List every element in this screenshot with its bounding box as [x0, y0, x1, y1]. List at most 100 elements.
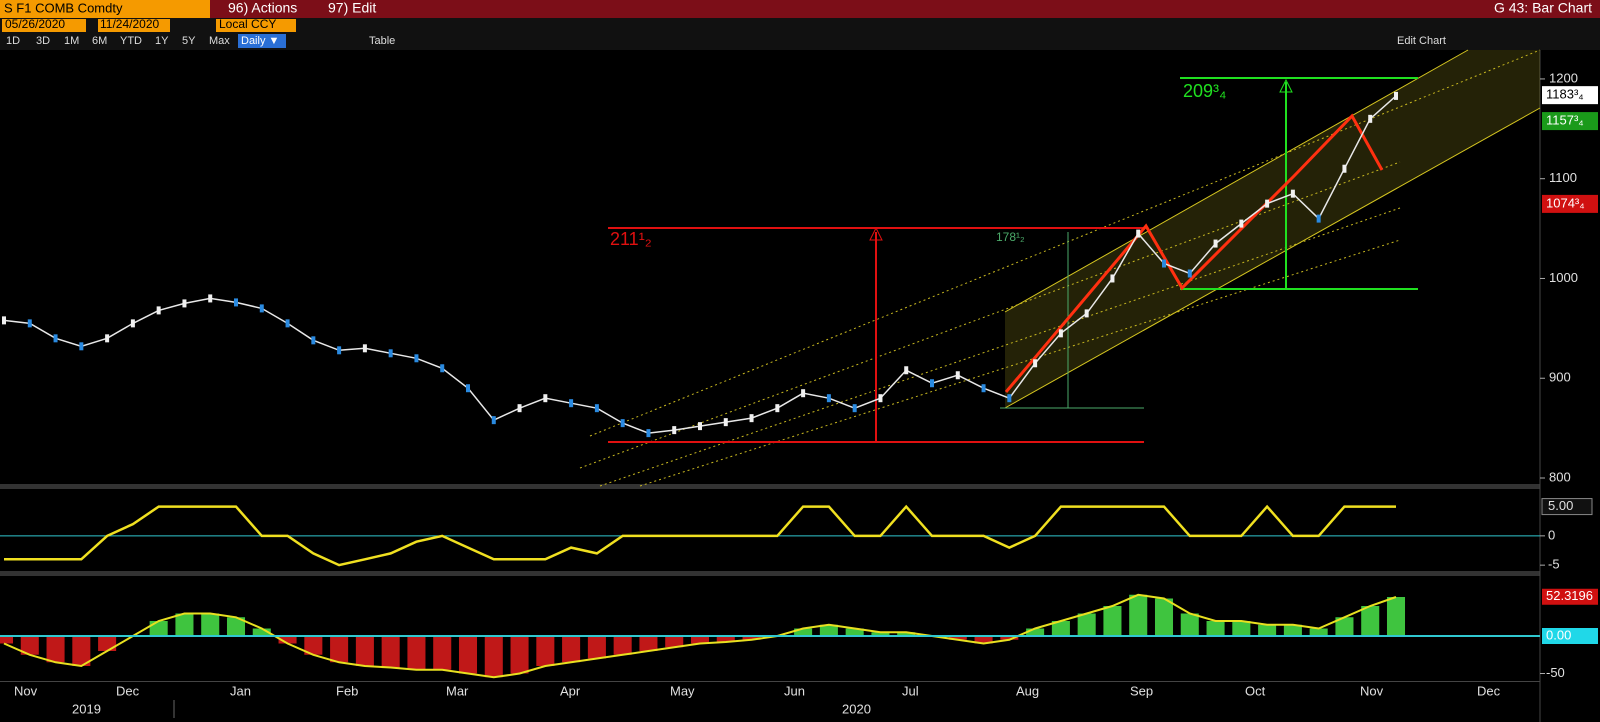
macd-bar	[639, 636, 658, 651]
macd-bar	[871, 632, 890, 636]
price-bar	[1316, 214, 1321, 223]
edit-menu[interactable]: 97) Edit	[328, 0, 376, 16]
dotted-channel	[579, 161, 1401, 469]
macd-bar	[433, 636, 452, 670]
price-bar	[53, 334, 58, 343]
price-bar	[775, 404, 780, 413]
price-bar	[388, 349, 393, 358]
macd-bar	[613, 636, 632, 655]
price-bar	[698, 422, 702, 431]
macd-line	[3, 593, 1397, 679]
price-bar	[878, 394, 883, 403]
macd-bar	[201, 613, 220, 636]
price-bar	[337, 346, 342, 355]
macd-bar	[794, 628, 813, 636]
wave-line	[1004, 113, 1384, 393]
price-bar	[491, 416, 496, 425]
value-tag	[1541, 498, 1593, 516]
frequency-box[interactable]	[238, 34, 286, 48]
price-bar	[1084, 309, 1089, 318]
x-tick-label: Apr	[560, 683, 581, 698]
price-bar	[466, 384, 470, 393]
price-tag-label: 1157³₄	[1546, 113, 1584, 128]
price-bar	[904, 366, 909, 375]
macd-bar	[1206, 621, 1225, 636]
macd-bar	[20, 636, 39, 655]
price-bar	[852, 404, 857, 413]
channel-fill	[1005, 50, 1540, 408]
price-tag-label: 1074³₄	[1546, 195, 1585, 210]
macd-bar	[407, 636, 426, 670]
range-button[interactable]: 1Y	[155, 35, 169, 47]
range-button[interactable]: 5Y	[182, 35, 196, 47]
x-tick-label: Jun	[784, 683, 805, 698]
range-button[interactable]: 3D	[36, 35, 50, 47]
price-bar	[208, 294, 213, 303]
x-tick-label: Dec	[1477, 683, 1501, 698]
price-bar	[672, 426, 677, 435]
price-bar	[646, 429, 651, 438]
macd-bar	[149, 621, 168, 636]
price-tag	[1542, 112, 1598, 131]
range-button[interactable]: YTD	[120, 35, 142, 47]
end-date: 11/24/2020	[100, 17, 159, 31]
macd-bar	[484, 636, 503, 678]
macd-bar	[948, 636, 967, 640]
table-button[interactable]: Table	[369, 35, 395, 47]
actions-menu[interactable]: 96) Actions	[228, 0, 297, 16]
macd-bar	[716, 636, 735, 642]
start-date-box[interactable]	[2, 19, 86, 32]
macd-bar	[1258, 624, 1277, 636]
annotation: 209³₄	[1183, 81, 1226, 101]
price-bar	[543, 394, 548, 403]
price-bar	[105, 334, 110, 343]
page-name: G 43: Bar Chart	[1494, 0, 1592, 16]
currency: Local CCY	[219, 17, 276, 31]
macd-bar	[458, 636, 478, 674]
macd-bar	[1000, 636, 1019, 640]
macd-bar	[1283, 624, 1302, 636]
oscillator-line	[4, 504, 1396, 567]
price-tag-label: 1183³₄	[1546, 87, 1584, 102]
currency-box[interactable]	[216, 19, 296, 32]
price-bar	[1187, 269, 1192, 278]
range-button[interactable]: 1M	[64, 35, 79, 47]
dotted-channel	[599, 207, 1401, 487]
macd-bar	[226, 617, 246, 636]
macd-bar	[690, 636, 710, 644]
macd-bar	[562, 636, 581, 663]
price-bar	[414, 354, 419, 363]
x-tick-label: Oct	[1245, 683, 1266, 698]
range-button[interactable]: 1D	[6, 35, 20, 47]
frequency: Daily ▼	[241, 35, 279, 47]
price-tag	[1542, 194, 1598, 213]
macd-bar	[1077, 613, 1096, 636]
arrow-head	[869, 226, 883, 241]
price-bar	[440, 364, 445, 373]
price-bar	[1239, 219, 1244, 228]
price-bar	[620, 419, 625, 428]
x-tick-label: Dec	[116, 683, 140, 698]
edit-chart-button[interactable]: Edit Chart	[1397, 35, 1446, 47]
end-date-box[interactable]	[98, 19, 170, 32]
y-tick-label: 800	[1549, 469, 1571, 484]
macd-bar	[1180, 613, 1199, 636]
y-tick-label: 52.3196	[1546, 588, 1593, 603]
macd-bar	[819, 624, 838, 636]
pane-divider	[0, 484, 1540, 489]
macd-bar	[536, 636, 555, 666]
y-tick-label: 1000	[1549, 270, 1578, 285]
ticker-box[interactable]	[0, 0, 210, 18]
price-bar	[1213, 239, 1218, 248]
year-label: 2019	[72, 701, 101, 716]
channel-line	[1004, 49, 1469, 313]
range-button[interactable]: Max	[209, 35, 230, 47]
y-tick-label: 0.00	[1546, 627, 1571, 642]
dotted-channel	[639, 239, 1401, 487]
price-bar	[182, 299, 187, 308]
range-button[interactable]: 6M	[92, 35, 107, 47]
x-tick-label: Feb	[336, 683, 358, 698]
price-bar	[517, 404, 522, 413]
